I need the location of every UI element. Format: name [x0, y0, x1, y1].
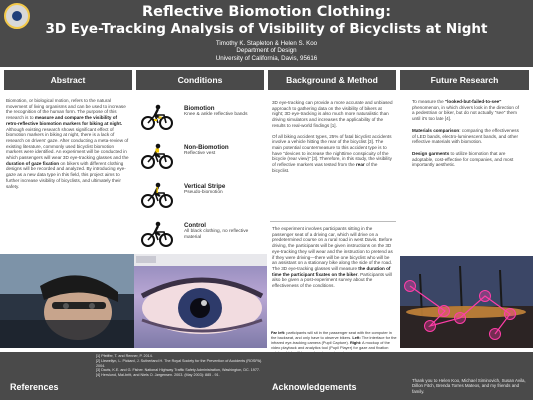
- poster-header: Reflective Biomotion Clothing: 3D Eye-Tr…: [0, 0, 533, 67]
- abstract-text-part: Biomotion, or biological motion, refers …: [6, 98, 126, 121]
- department: Department of Design: [236, 47, 297, 55]
- future-emphasis: "looked-but-failed-to-see": [444, 99, 502, 104]
- condition-title: Vertical Stripe: [184, 183, 226, 190]
- condition-title: Control: [184, 222, 206, 229]
- university: University of California, Davis, 95616: [215, 54, 318, 62]
- eye-closeup-icon: [134, 254, 267, 334]
- future-text-part: : comparing the effectiveness of LED ban…: [412, 127, 519, 145]
- figure-caption: Far left: participants will sit in the p…: [271, 330, 398, 356]
- future-text-part: phenomenon, in which drivers look in the…: [412, 104, 519, 122]
- gaze-point: [438, 305, 450, 317]
- divider: [270, 221, 396, 222]
- participant-eyetracker-photo: [0, 254, 134, 348]
- condition-desc: Knee & ankle reflective bands: [184, 112, 248, 117]
- abstract-emphasis: duration of gaze fixation: [6, 160, 60, 166]
- background-emphasis: rear: [356, 162, 365, 168]
- background-text-part: Of all biking accident types, 25% of fat…: [272, 133, 392, 168]
- university-seal-icon: [4, 3, 30, 29]
- condition-desc: All black clothing, no reflective materi…: [184, 229, 249, 240]
- background-method-heading: Background & Method: [268, 70, 396, 90]
- gaze-point: [424, 320, 436, 332]
- background-paragraph-1: 3D eye-tracking can provide a more accur…: [272, 100, 393, 128]
- condition-title: Non-Biomotion: [184, 144, 229, 151]
- cyclist-stripe-icon: [141, 182, 173, 208]
- caption-label: Left:: [352, 334, 361, 340]
- pupil-capture-photo: [134, 254, 267, 348]
- caption-text: participants will sit in the passenger s…: [271, 330, 392, 340]
- abstract-text-part: Although existing research shows signifi…: [6, 126, 129, 161]
- background-text-part: of the bicyclist.: [272, 162, 378, 173]
- condition-biomotion: Biomotion Knee & ankle reflective bands: [136, 102, 266, 138]
- footer-bar: [0, 352, 533, 400]
- future-text-part: to utilize biomotion that are adoptable,…: [412, 150, 514, 168]
- background-text: 3D eye-tracking can provide a more accur…: [272, 100, 394, 173]
- future-text-part: To measure the: [412, 99, 445, 104]
- method-emphasis: the duration of time the participant fix…: [272, 265, 391, 277]
- future-emphasis: Design garments: [412, 150, 450, 156]
- abstract-emphasis: measure and compare the visibility of re…: [6, 115, 123, 126]
- reference-item: [1] Pfeiffer, T. and Renner, P. 2014.: [96, 354, 153, 358]
- night-street-scene-icon: [400, 256, 533, 348]
- condition-control: Control All black clothing, no reflectiv…: [136, 219, 266, 255]
- future-research-heading: Future Research: [400, 70, 529, 90]
- references-list: [1] Pfeiffer, T. and Renner, P. 2014. [2…: [96, 354, 266, 378]
- future-paragraph-2: Materials comparison: comparing the effe…: [412, 128, 522, 145]
- caption-text: The interface for the infrared eye-track…: [271, 334, 397, 345]
- participant-face-icon: [0, 254, 134, 348]
- references-heading: References: [10, 382, 59, 392]
- caption-label: Far left:: [271, 330, 286, 335]
- cyclist-biomotion-icon: [141, 104, 173, 130]
- future-research-text: To measure the "looked-but-failed-to-see…: [412, 99, 522, 168]
- acknowledgements-heading: Acknowledgements: [272, 382, 357, 392]
- night-gaze-mockup-photo: [400, 256, 533, 348]
- caption-label: Right:: [349, 339, 362, 345]
- conditions-heading: Conditions: [136, 70, 264, 90]
- condition-non-biomotion: Non-Biomotion Reflective vest: [136, 141, 266, 177]
- method-text-part: The experiment involves participants sit…: [272, 226, 393, 271]
- reference-item: [4] Herslund, Mai-britt, and Niels O. Jø…: [96, 373, 220, 378]
- gaze-point: [404, 280, 416, 292]
- abstract-text: Biomotion, or biological motion, refers …: [6, 98, 130, 189]
- gaze-point: [479, 290, 491, 302]
- method-text: The experiment involves participants sit…: [272, 226, 394, 289]
- future-emphasis: Materials comparison: [412, 127, 460, 133]
- abstract-text-part: on bikers with different clothing design…: [6, 160, 126, 189]
- future-paragraph-3: Design garments to utilize biomotion tha…: [412, 151, 522, 168]
- method-text-part: . Participants will also be given a post…: [272, 271, 392, 289]
- condition-vertical-stripe: Vertical Stripe Pseudo-biomotion: [136, 180, 266, 216]
- future-paragraph-1: To measure the "looked-but-failed-to-see…: [412, 99, 522, 122]
- cyclist-vest-icon: [141, 143, 173, 169]
- title-line-1: Reflective Biomotion Clothing:: [142, 4, 391, 20]
- title-line-2: 3D Eye-Tracking Analysis of Visibility o…: [45, 21, 488, 37]
- cyclist-control-icon: [141, 221, 173, 247]
- author-block: Timothy K. Stapleton & Helen S. Koo Depa…: [0, 40, 533, 62]
- authors: Timothy K. Stapleton & Helen S. Koo: [215, 40, 318, 47]
- condition-title: Biomotion: [184, 105, 215, 112]
- reference-item: [3] Davis, K.E. and G. Fisher. National …: [96, 368, 260, 373]
- reference-item: [2] Llewellyn, L. Pickard, J. Sutherland…: [96, 358, 263, 368]
- abstract-heading: Abstract: [4, 70, 132, 90]
- background-paragraph-2: Of all biking accident types, 25% of fat…: [272, 134, 394, 174]
- condition-desc: Reflective vest: [184, 151, 216, 156]
- acknowledgements-text: Thank you to Helen Koo, Michael Siminovi…: [412, 378, 526, 394]
- gaze-point: [504, 308, 516, 320]
- gaze-point: [489, 328, 501, 340]
- gaze-point: [454, 312, 466, 324]
- condition-desc: Pseudo-biomotion: [184, 190, 223, 195]
